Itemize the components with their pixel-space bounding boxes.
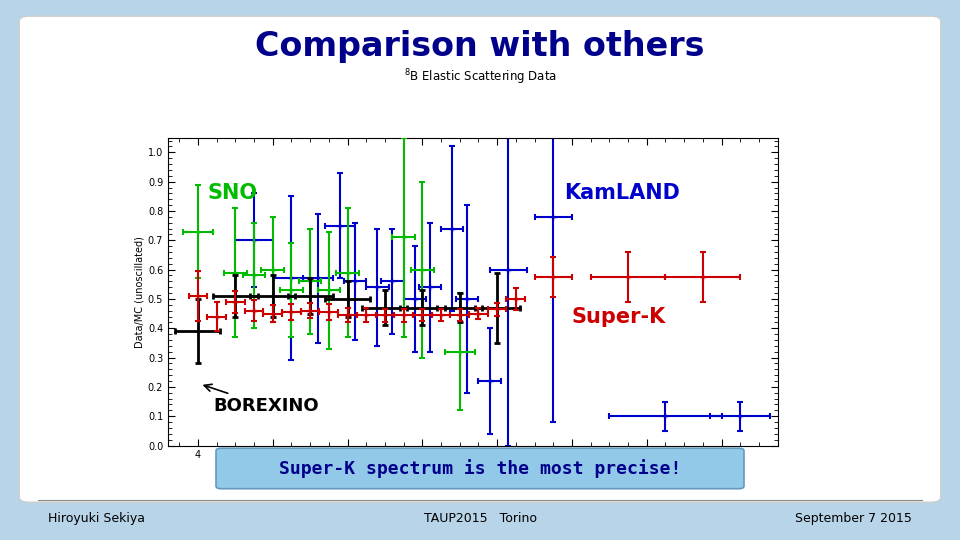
- Y-axis label: Data/MC (unoscillated): Data/MC (unoscillated): [135, 235, 145, 348]
- Text: Super-K spectrum is the most precise!: Super-K spectrum is the most precise!: [278, 458, 682, 478]
- Text: Super-K: Super-K: [572, 307, 666, 327]
- X-axis label: E_{kin} in MeV: E_{kin} in MeV: [436, 463, 510, 474]
- Text: September 7 2015: September 7 2015: [795, 512, 912, 525]
- Text: SNO: SNO: [207, 184, 257, 204]
- Text: KamLAND: KamLAND: [564, 184, 681, 204]
- Text: BOREXINO: BOREXINO: [204, 384, 319, 415]
- Text: $^8$B Elastic Scattering Data: $^8$B Elastic Scattering Data: [403, 68, 557, 87]
- Text: TAUP2015   Torino: TAUP2015 Torino: [423, 512, 537, 525]
- Text: Comparison with others: Comparison with others: [255, 30, 705, 63]
- Text: Hiroyuki Sekiya: Hiroyuki Sekiya: [48, 512, 145, 525]
